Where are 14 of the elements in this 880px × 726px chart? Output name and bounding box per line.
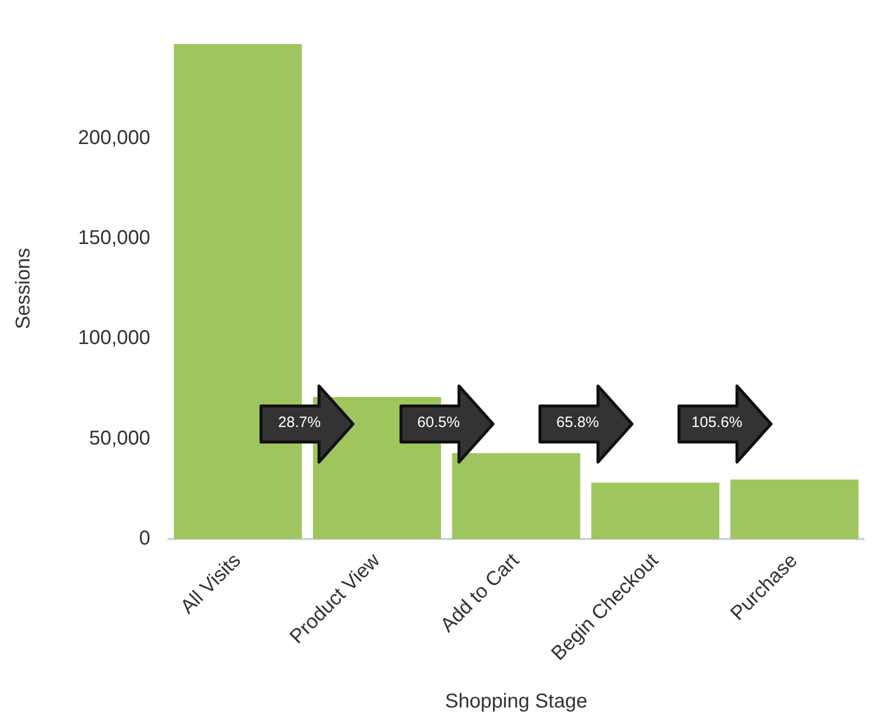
bar	[452, 453, 580, 540]
annotation: 60.5%	[416, 414, 461, 432]
annotation: 65.8%	[555, 414, 600, 432]
y-tick-label: 200,000	[78, 126, 150, 149]
y-tick-label: 100,000	[78, 327, 150, 350]
annotation: 105.6%	[690, 414, 744, 432]
bar	[730, 479, 858, 540]
annotation: 28.7%	[277, 414, 322, 432]
x-axis-title: Shopping Stage	[444, 690, 588, 713]
y-tick-label: 150,000	[78, 226, 150, 249]
y-axis-title: Sessions	[12, 248, 35, 330]
y-tick-label: 50,000	[89, 427, 150, 450]
y-tick-label: 0	[139, 528, 150, 550]
bar	[591, 482, 720, 540]
